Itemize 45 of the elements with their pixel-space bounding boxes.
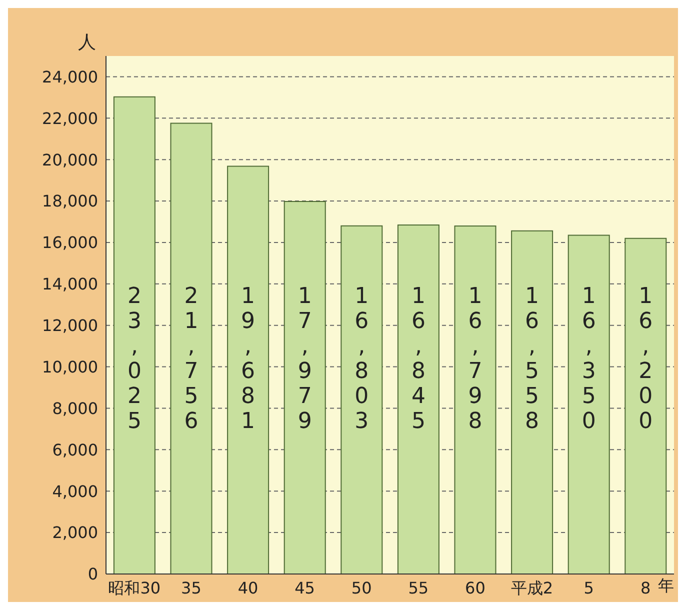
bar xyxy=(397,224,440,574)
x-tick-label: 50 xyxy=(351,578,372,598)
y-tick-label: 20,000 xyxy=(42,150,98,170)
data-label: 16,798 xyxy=(462,284,488,434)
x-tick-label: 平成2 xyxy=(510,578,554,598)
bar xyxy=(511,230,554,574)
data-label: 16,845 xyxy=(406,284,431,434)
bar xyxy=(113,96,156,574)
x-tick-label: 40 xyxy=(238,578,258,598)
x-tick-label: 5 xyxy=(584,578,594,598)
x-axis-title: 年 xyxy=(658,576,674,597)
data-label: 17,979 xyxy=(292,284,318,434)
x-tick-label: 8 xyxy=(640,578,651,598)
bar xyxy=(340,225,383,574)
y-tick-label: 8,000 xyxy=(52,398,98,418)
bar xyxy=(624,238,667,574)
x-tick-label: 35 xyxy=(181,578,202,598)
bar xyxy=(227,166,270,574)
y-tick-label: 14,000 xyxy=(42,274,98,294)
data-label: 16,200 xyxy=(633,284,658,434)
y-tick-label: 4,000 xyxy=(52,482,98,501)
bar xyxy=(568,234,610,574)
data-label: 21,756 xyxy=(178,284,204,434)
data-label: 19,681 xyxy=(236,284,261,434)
x-tick-label: 55 xyxy=(408,578,429,598)
y-tick-label: 0 xyxy=(88,564,98,584)
x-tick-label: 45 xyxy=(294,578,315,598)
y-tick-label: 12,000 xyxy=(42,316,98,336)
y-tick-label: 22,000 xyxy=(42,108,98,128)
y-axis-title: 人 xyxy=(78,31,96,54)
x-tick-label: 昭和30 xyxy=(108,578,161,598)
bar xyxy=(284,200,326,574)
data-label: 23,025 xyxy=(122,284,147,434)
bar xyxy=(454,225,496,574)
data-label: 16,803 xyxy=(349,284,374,434)
y-tick-label: 6,000 xyxy=(52,440,98,460)
y-tick-label: 10,000 xyxy=(42,357,98,376)
y-tick-label: 16,000 xyxy=(42,233,98,252)
y-tick-label: 24,000 xyxy=(42,67,98,86)
x-tick-label: 60 xyxy=(465,578,486,598)
data-label: 16,558 xyxy=(520,284,545,434)
y-tick-label: 18,000 xyxy=(42,192,98,211)
data-label: 16,350 xyxy=(576,284,602,434)
y-tick-label: 2,000 xyxy=(52,523,98,542)
bar xyxy=(170,122,212,574)
